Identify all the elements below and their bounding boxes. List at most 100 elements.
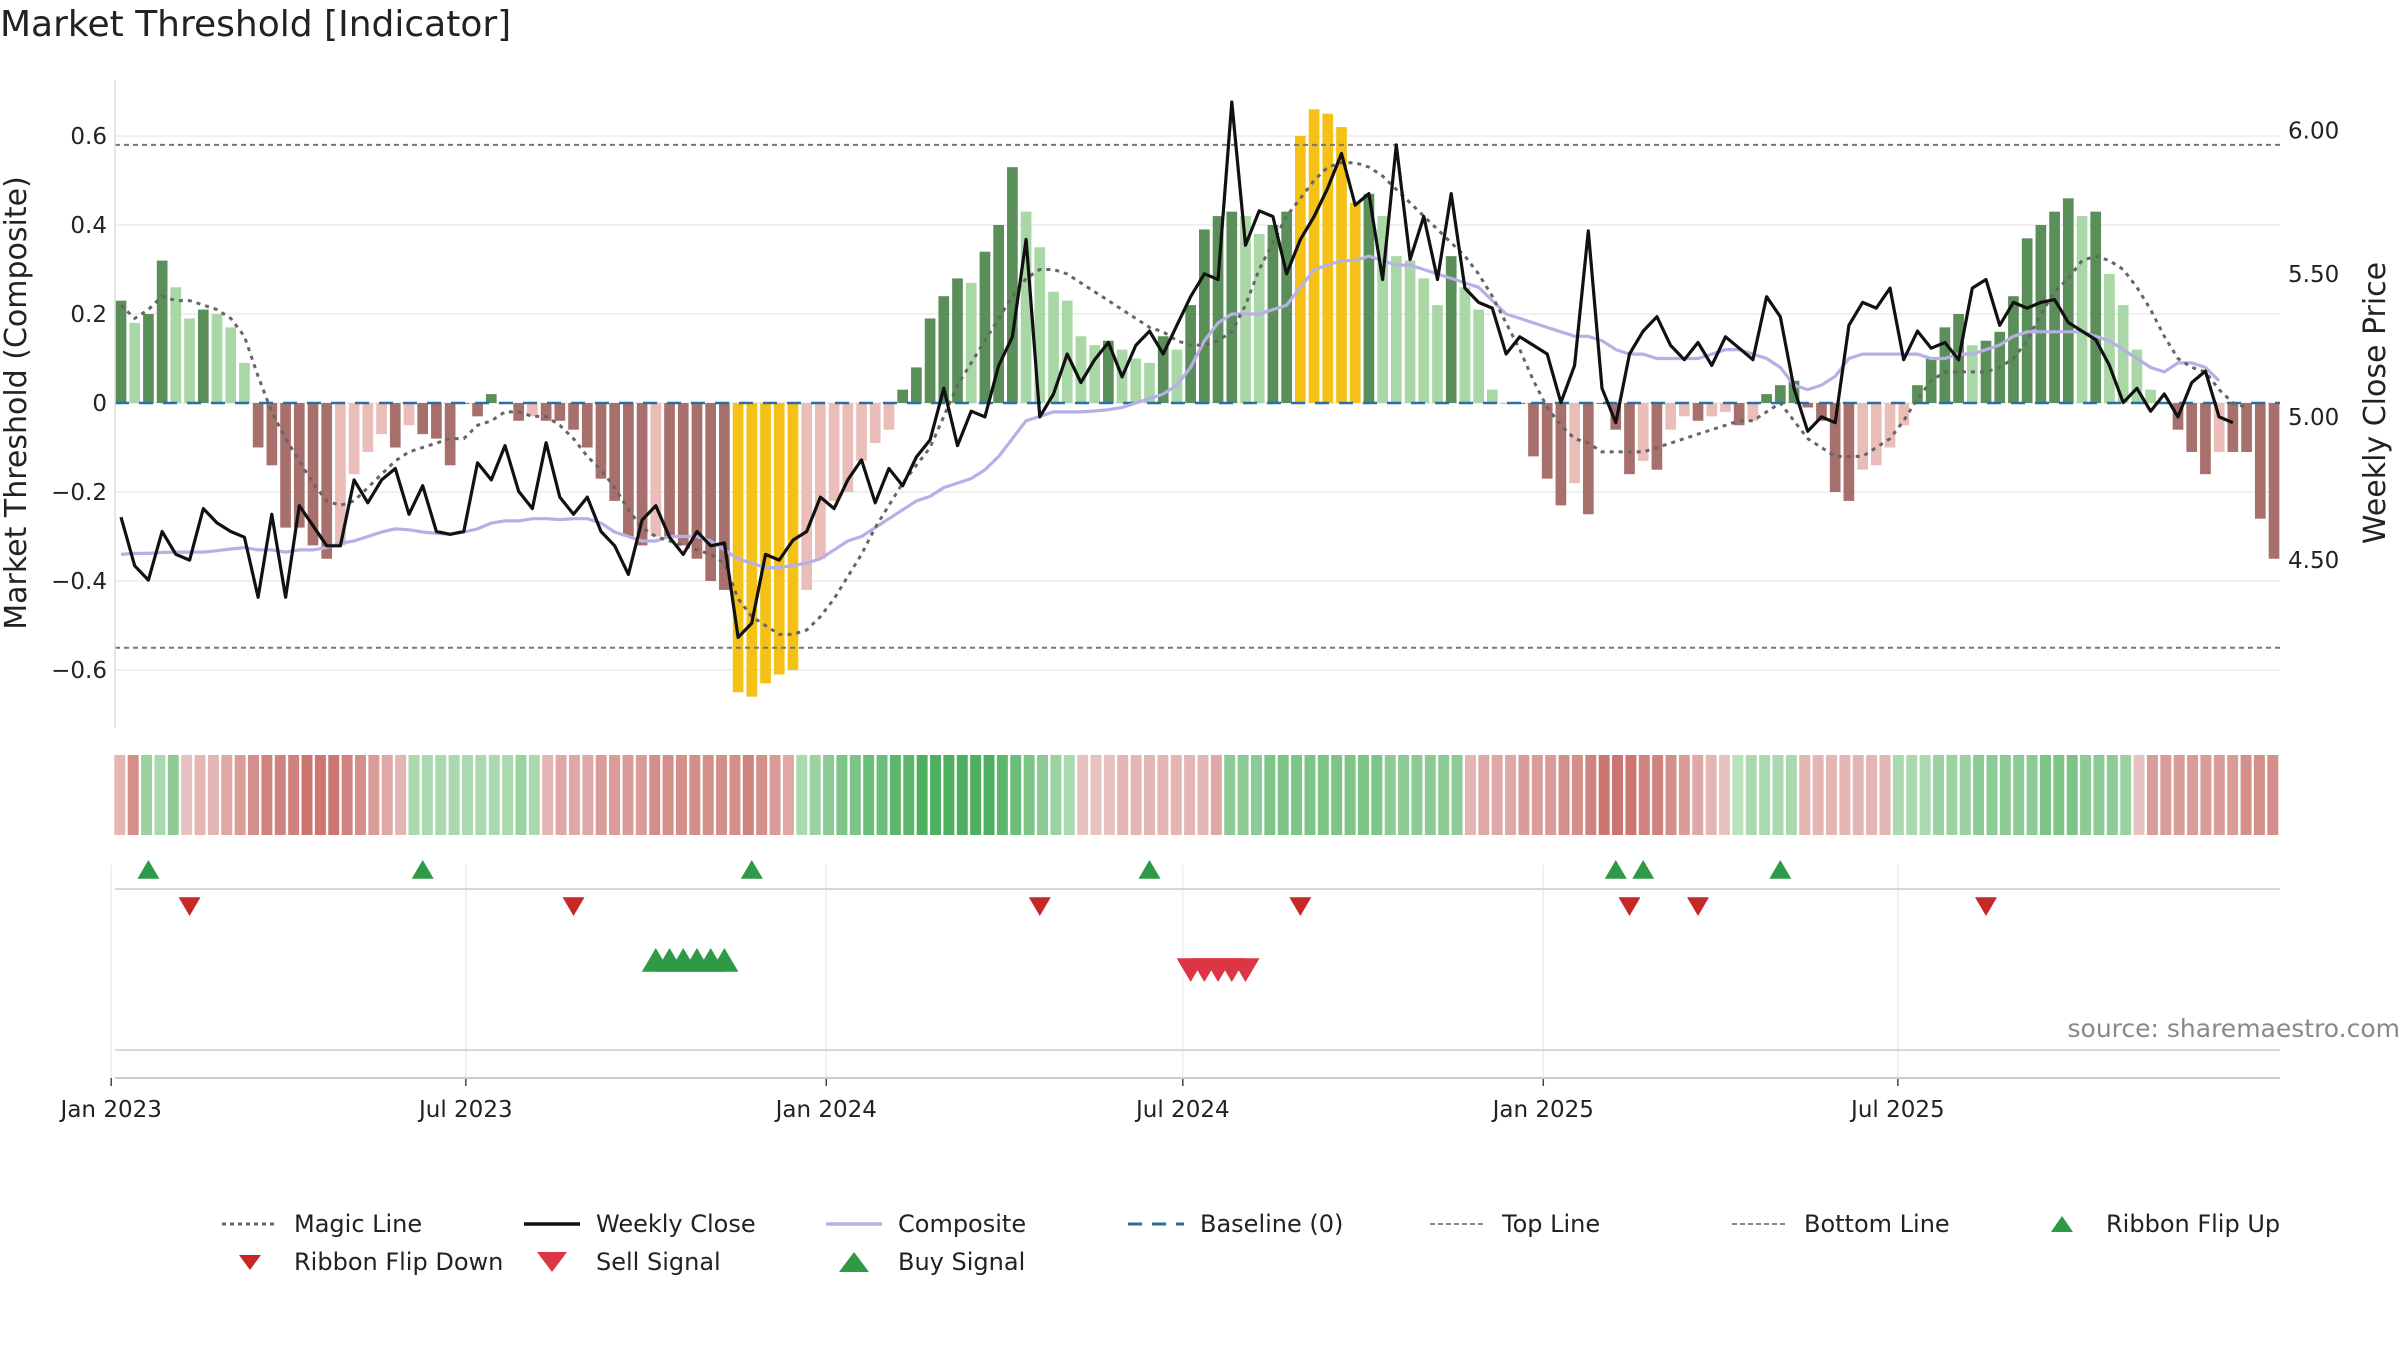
ribbon-cell xyxy=(1759,755,1771,835)
histogram-bar xyxy=(1336,127,1347,403)
ribbon-cell xyxy=(475,755,487,835)
histogram-bar xyxy=(1363,193,1375,403)
histogram-bar xyxy=(1240,216,1251,403)
ribbon-cell xyxy=(1357,755,1369,835)
chart-title: Market Threshold [Indicator] xyxy=(0,4,512,45)
ribbon-cell xyxy=(1598,755,1610,835)
histogram-bar xyxy=(431,403,442,439)
ribbon-cell xyxy=(1652,755,1664,835)
ribbon-cell xyxy=(1986,755,1998,835)
histogram-bar xyxy=(595,403,607,479)
histogram-bar xyxy=(2131,349,2143,403)
legend-label: Magic Line xyxy=(294,1210,423,1238)
ribbon-cell xyxy=(662,755,674,835)
legend-item-baseline: Baseline (0) xyxy=(1126,1210,1428,1238)
ribbon-cell xyxy=(1812,755,1824,835)
legend-label: Composite xyxy=(898,1210,1027,1238)
histogram-bar xyxy=(952,278,963,403)
ribbon-cell xyxy=(221,755,233,835)
ribbon-cell xyxy=(675,755,687,835)
histogram-bar xyxy=(1130,358,1142,403)
histogram-bar xyxy=(1486,389,1498,403)
ribbon-strip xyxy=(114,755,2279,835)
ribbon-cell xyxy=(1518,755,1530,835)
ribbon-cell xyxy=(2240,755,2252,835)
y-tick-label-left: 0 xyxy=(92,391,107,417)
ribbon-flip-up-marker xyxy=(1138,860,1161,879)
ribbon-cell xyxy=(1491,755,1503,835)
histogram-bar xyxy=(307,403,319,546)
histogram-bar xyxy=(1432,305,1443,403)
ribbon-cell xyxy=(2080,755,2092,835)
axes: 0.6 0.4 0.2 0 −0.2 −0.4 −0.6 6.00 5.50 5.00 4.50 Ja… xyxy=(51,80,2339,1123)
ribbon-cell xyxy=(1277,755,1289,835)
ribbon-cell xyxy=(248,755,260,835)
histogram-bar xyxy=(1884,403,1896,448)
histogram-bar xyxy=(1157,336,1169,403)
ribbon-cell xyxy=(181,755,193,835)
histogram-bar xyxy=(1212,216,1224,403)
histogram-bar xyxy=(1144,362,1155,403)
histogram-bar xyxy=(650,403,662,537)
histogram-bar xyxy=(760,403,771,684)
histogram-bar xyxy=(472,403,483,417)
ribbon-cell xyxy=(2120,755,2132,835)
ribbon-cell xyxy=(555,755,567,835)
ribbon-cell xyxy=(1571,755,1583,835)
ribbon-cell xyxy=(1478,755,1490,835)
ribbon-cell xyxy=(1879,755,1891,835)
histogram-bar xyxy=(1034,247,1046,403)
ribbon-flip-up-marker xyxy=(137,860,160,879)
histogram-bar xyxy=(1966,345,1978,403)
ribbon-cell xyxy=(756,755,768,835)
x-tick-label: Jan 2025 xyxy=(1491,1097,1594,1123)
histogram-bar xyxy=(335,403,346,546)
histogram-bar xyxy=(211,314,223,403)
histogram-bar xyxy=(1747,403,1759,421)
histogram-bar xyxy=(554,403,566,421)
histogram-bar xyxy=(170,287,182,403)
histogram-bar xyxy=(321,403,333,559)
histogram-bar xyxy=(993,225,1005,403)
ribbon-cell xyxy=(1785,755,1797,835)
histogram-bar xyxy=(1665,403,1676,430)
buy-signal-marker xyxy=(710,948,739,972)
histogram-bar xyxy=(2145,389,2156,403)
ribbon-cell xyxy=(1799,755,1811,835)
y-axis-title-left: Market Threshold (Composite) xyxy=(0,176,34,630)
ribbon-cell xyxy=(983,755,995,835)
ribbon-cell xyxy=(167,755,179,835)
ribbon-cell xyxy=(2146,755,2158,835)
ribbon-cell xyxy=(996,755,1008,835)
histogram-bar xyxy=(924,318,936,403)
histogram-bar xyxy=(1103,340,1114,403)
ribbon-cell xyxy=(809,755,821,835)
ribbon-cell xyxy=(1612,755,1624,835)
ribbon-cell xyxy=(956,755,968,835)
histogram-bar xyxy=(2117,305,2129,403)
triangle-up-icon xyxy=(839,1252,869,1272)
ribbon-cell xyxy=(1719,755,1730,835)
ribbon-cell xyxy=(970,755,982,835)
ribbon-cell xyxy=(408,755,420,835)
ribbon-cell xyxy=(2267,755,2279,835)
ribbon-cell xyxy=(261,755,273,835)
histogram-bar xyxy=(677,403,689,546)
ribbon-cell xyxy=(1144,755,1155,835)
histogram-bar xyxy=(1267,225,1279,403)
ribbon-cell xyxy=(1745,755,1757,835)
x-tick-label: Jan 2023 xyxy=(59,1097,162,1123)
ribbon-cell xyxy=(1050,755,1062,835)
legend-swatch-magic xyxy=(222,1222,278,1226)
ribbon-cell xyxy=(1411,755,1423,835)
legend-label: Top Line xyxy=(1502,1210,1601,1238)
histogram-bar xyxy=(1706,403,1718,417)
ribbon-cell xyxy=(729,755,741,835)
histogram-bar xyxy=(1253,233,1265,403)
legend-item-weekly-close: Weekly Close xyxy=(522,1210,824,1238)
histogram-bar xyxy=(2021,238,2033,403)
weekly-close-line xyxy=(119,100,2234,639)
histogram-bar xyxy=(1089,345,1100,403)
ribbon-flip-down-marker xyxy=(562,897,585,916)
legend-item-composite: Composite xyxy=(824,1210,1126,1238)
